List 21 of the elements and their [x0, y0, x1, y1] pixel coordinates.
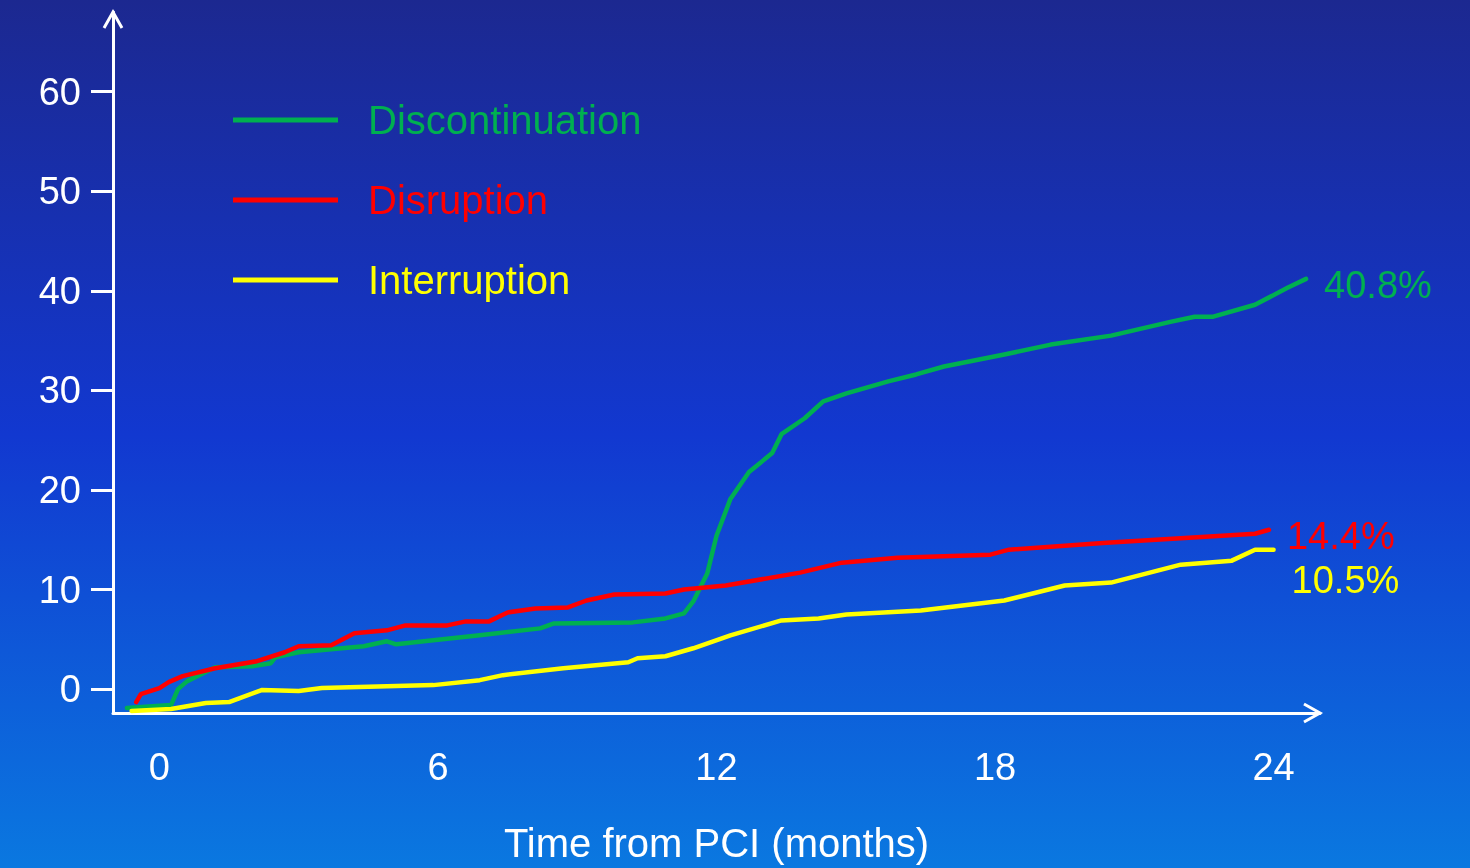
x-tick-label: 0: [148, 746, 170, 788]
legend-label: Disruption: [368, 178, 549, 222]
annotation: 40.8%: [1324, 263, 1432, 306]
y-tick-label: 50: [38, 170, 81, 213]
x-tick-label: 6: [427, 746, 449, 788]
legend-label: Discontinuation: [368, 98, 642, 142]
legend-label: Interruption: [368, 258, 571, 302]
x-tick-label: 18: [973, 746, 1017, 788]
x-axis-title: Time from PCI (months): [503, 821, 930, 865]
x-tick-label: 24: [1252, 746, 1295, 788]
annotation: 10.5%: [1291, 558, 1400, 601]
annotation: 14.4%: [1286, 514, 1395, 557]
y-tick-label: 0: [59, 668, 81, 711]
y-tick-label: 20: [38, 468, 81, 511]
y-tick-label: 60: [38, 70, 81, 113]
x-tick-label: 12: [695, 746, 738, 788]
y-tick-label: 10: [38, 568, 81, 611]
line-series: [133, 527, 1272, 705]
y-tick-label: 40: [38, 269, 81, 312]
y-tick-label: 30: [38, 369, 81, 412]
line-series: [129, 547, 1276, 714]
